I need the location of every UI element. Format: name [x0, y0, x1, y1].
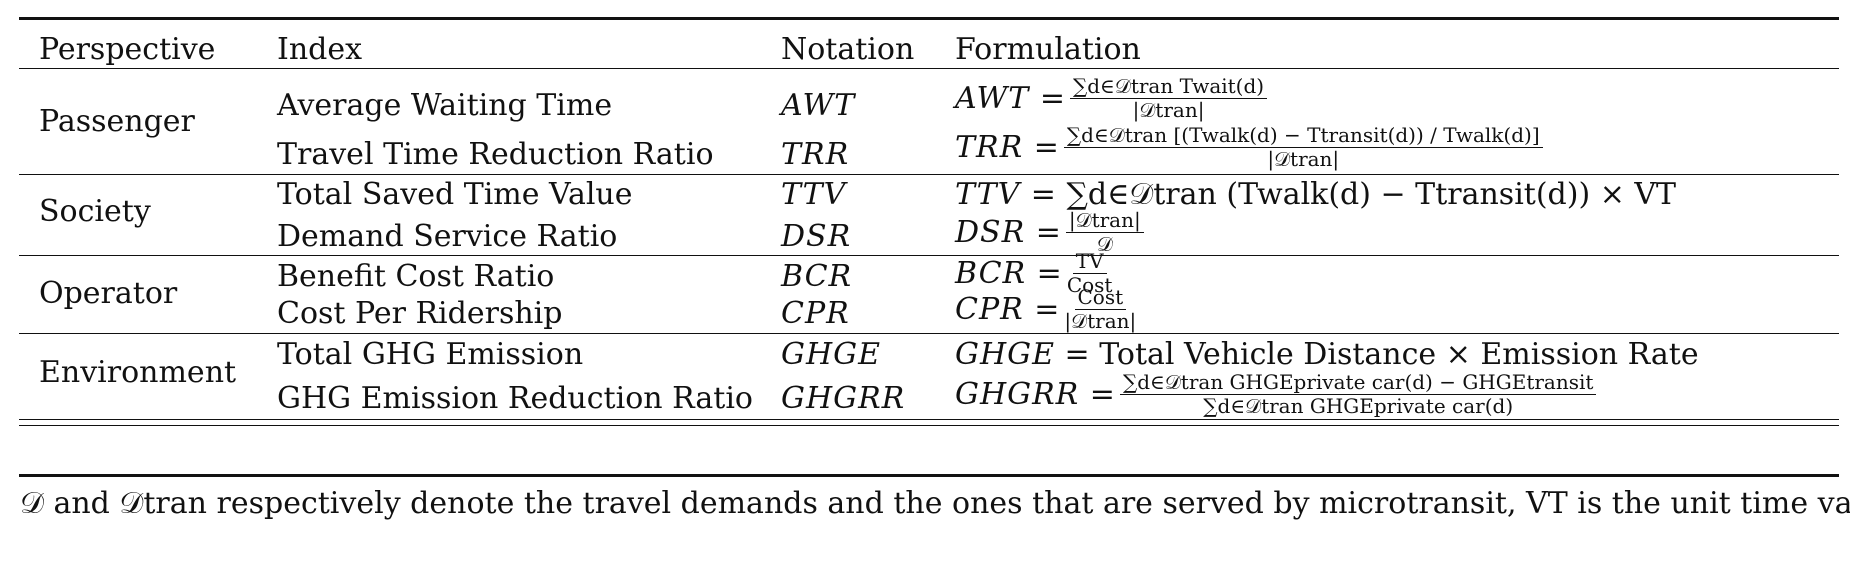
formula-dsr: DSR = |𝒟tran| 𝒟	[955, 210, 1144, 255]
formula-bcr: BCR = TV Cost	[955, 251, 1112, 296]
fraction-denominator: Cost	[1066, 273, 1113, 297]
bottom-rule	[19, 474, 1839, 477]
formula-awt: AWT = ∑d∈𝒟tran Twait(d) |𝒟tran|	[955, 76, 1268, 122]
formula-ttv: TTV = ∑d∈𝒟tran (Twalk(d) − Ttransit(d)) …	[955, 180, 1676, 210]
index-bcr: Benefit Cost Ratio	[277, 259, 555, 294]
formula-lhs: DSR =	[955, 214, 1062, 250]
fraction: ∑d∈𝒟tran [(Twalk(d) − Ttransit(d)) / Twa…	[1063, 125, 1543, 171]
group-rule	[19, 333, 1839, 335]
index-ttv: Total Saved Time Value	[277, 177, 633, 212]
fraction-numerator: TV	[1072, 251, 1107, 274]
notation-dsr: DSR	[781, 219, 852, 254]
index-ghgrr: GHG Emission Reduction Ratio	[277, 381, 753, 416]
formula-lhs: AWT =	[955, 80, 1066, 116]
header-notation: Notation	[781, 32, 915, 67]
group-environment: Environment	[39, 355, 237, 390]
notation-ghgrr: GHGRR	[781, 381, 906, 416]
notation-ghge: GHGE	[781, 337, 881, 372]
index-dsr: Demand Service Ratio	[277, 219, 618, 254]
index-ghge: Total GHG Emission	[277, 337, 584, 372]
table-footnote: 𝒟 and 𝒟tran respectively denote the trav…	[20, 486, 1850, 521]
fraction: ∑d∈𝒟tran GHGEprivate car(d) − GHGEtransi…	[1119, 372, 1597, 418]
index-cpr: Cost Per Ridership	[277, 296, 563, 331]
double-rule-lower	[19, 425, 1839, 427]
fraction: TV Cost	[1067, 251, 1113, 296]
fraction-denominator: |𝒟tran|	[1267, 147, 1340, 171]
header-perspective: Perspective	[39, 32, 216, 67]
header-index: Index	[277, 32, 363, 67]
formula-trr: TRR = ∑d∈𝒟tran [(Twalk(d) − Ttransit(d))…	[955, 125, 1543, 170]
header-formulation: Formulation	[955, 32, 1141, 67]
fraction: |𝒟tran| 𝒟	[1065, 210, 1144, 256]
formula-expression: ∑d∈𝒟tran (Twalk(d) − Ttransit(d)) × VT	[1066, 177, 1677, 212]
formula-lhs: TTV =	[955, 177, 1057, 212]
index-awt: Average Waiting Time	[277, 88, 613, 123]
fraction-numerator: ∑d∈𝒟tran Twait(d)	[1069, 76, 1268, 99]
notation-trr: TRR	[781, 137, 850, 172]
formula-ghgrr: GHGRR = ∑d∈𝒟tran GHGEprivate car(d) − GH…	[955, 372, 1597, 418]
fraction-numerator: Cost	[1074, 287, 1127, 310]
formula-ghge: GHGE = Total Vehicle Distance × Emission…	[955, 340, 1699, 370]
group-society: Society	[39, 194, 151, 229]
formula-lhs: GHGE	[955, 337, 1055, 372]
fraction-numerator: ∑d∈𝒟tran [(Twalk(d) − Ttransit(d)) / Twa…	[1063, 125, 1543, 148]
header-rule	[19, 68, 1839, 70]
formula-expression: = Total Vehicle Distance × Emission Rate	[1064, 337, 1699, 372]
fraction: Cost |𝒟tran|	[1064, 287, 1136, 332]
notation-cpr: CPR	[781, 296, 850, 331]
fraction-denominator: |𝒟tran|	[1132, 98, 1205, 122]
fraction-numerator: |𝒟tran|	[1065, 210, 1144, 233]
group-passenger: Passenger	[39, 104, 195, 139]
fraction-denominator: |𝒟tran|	[1064, 309, 1137, 333]
fraction: ∑d∈𝒟tran Twait(d) |𝒟tran|	[1069, 76, 1268, 122]
double-rule-upper	[19, 419, 1839, 421]
formula-lhs: TRR =	[955, 129, 1060, 165]
notation-ttv: TTV	[781, 177, 847, 212]
formula-lhs: GHGRR =	[955, 376, 1116, 412]
fraction-numerator: ∑d∈𝒟tran GHGEprivate car(d) − GHGEtransi…	[1119, 372, 1597, 395]
notation-bcr: BCR	[781, 259, 853, 294]
formula-cpr: CPR = Cost |𝒟tran|	[955, 287, 1136, 332]
fraction-denominator: 𝒟	[1096, 232, 1113, 256]
formula-lhs: CPR =	[955, 291, 1061, 327]
group-rule	[19, 174, 1839, 176]
group-operator: Operator	[39, 276, 178, 311]
group-rule	[19, 255, 1839, 257]
index-trr: Travel Time Reduction Ratio	[277, 137, 714, 172]
top-rule	[19, 17, 1839, 20]
formula-lhs: BCR =	[955, 255, 1063, 291]
notation-awt: AWT	[781, 88, 856, 123]
fraction-denominator: ∑d∈𝒟tran GHGEprivate car(d)	[1203, 394, 1514, 418]
